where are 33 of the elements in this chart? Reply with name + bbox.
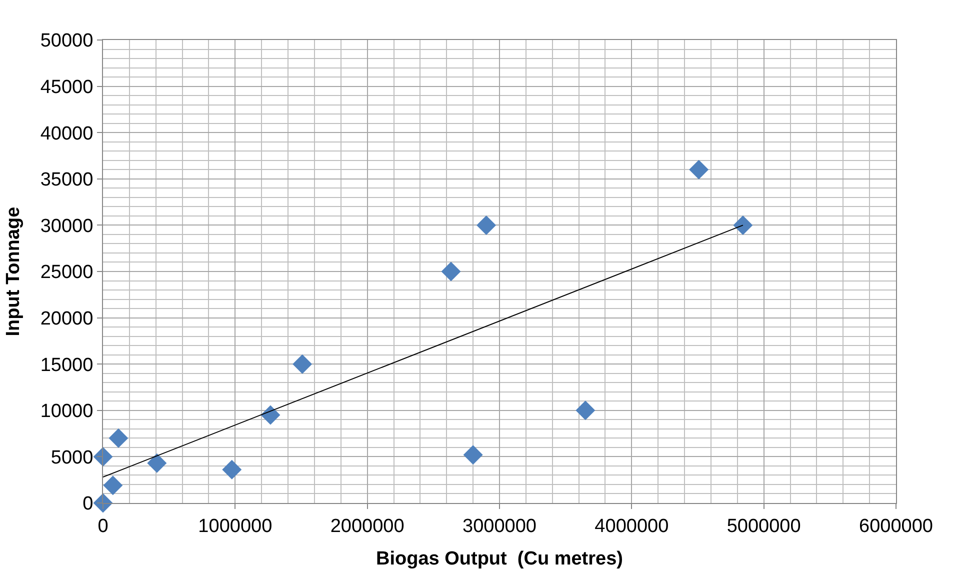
- point: [147, 453, 167, 473]
- x-tick-label: 1000000: [198, 516, 272, 537]
- point: [441, 262, 461, 282]
- x-tick-label: 3000000: [462, 516, 536, 537]
- y-tick-label: 0: [82, 494, 94, 515]
- point: [463, 445, 483, 465]
- y-tick-label: 25000: [40, 262, 94, 284]
- x-tick-label: 6000000: [859, 516, 933, 537]
- point: [222, 460, 242, 480]
- x-tick-label: 4000000: [594, 516, 669, 537]
- y-tick-label: 10000: [40, 401, 94, 422]
- y-tick-label: 5000: [50, 447, 94, 468]
- x-axis-title: Biogas Output (Cu metres): [376, 548, 624, 570]
- point: [476, 215, 496, 235]
- point: [733, 215, 753, 235]
- y-tick-label: 40000: [40, 123, 94, 144]
- y-tick-label: 35000: [40, 170, 94, 191]
- y-tick-label: 30000: [40, 216, 94, 237]
- point: [93, 446, 113, 466]
- point: [292, 354, 312, 374]
- point: [689, 160, 709, 180]
- x-tick-label: 2000000: [330, 516, 404, 537]
- point: [103, 476, 123, 496]
- x-tick-label: 5000000: [726, 516, 801, 537]
- point: [108, 428, 128, 448]
- y-tick-label: 15000: [40, 354, 94, 376]
- x-tick-label: 0: [98, 516, 108, 537]
- y-tick-label: 20000: [40, 308, 94, 330]
- point: [260, 405, 280, 425]
- point: [576, 400, 596, 420]
- y-tick-label: 50000: [40, 30, 94, 52]
- y-axis-title: Input Tonnage: [3, 206, 24, 336]
- y-tick-label: 45000: [40, 76, 94, 98]
